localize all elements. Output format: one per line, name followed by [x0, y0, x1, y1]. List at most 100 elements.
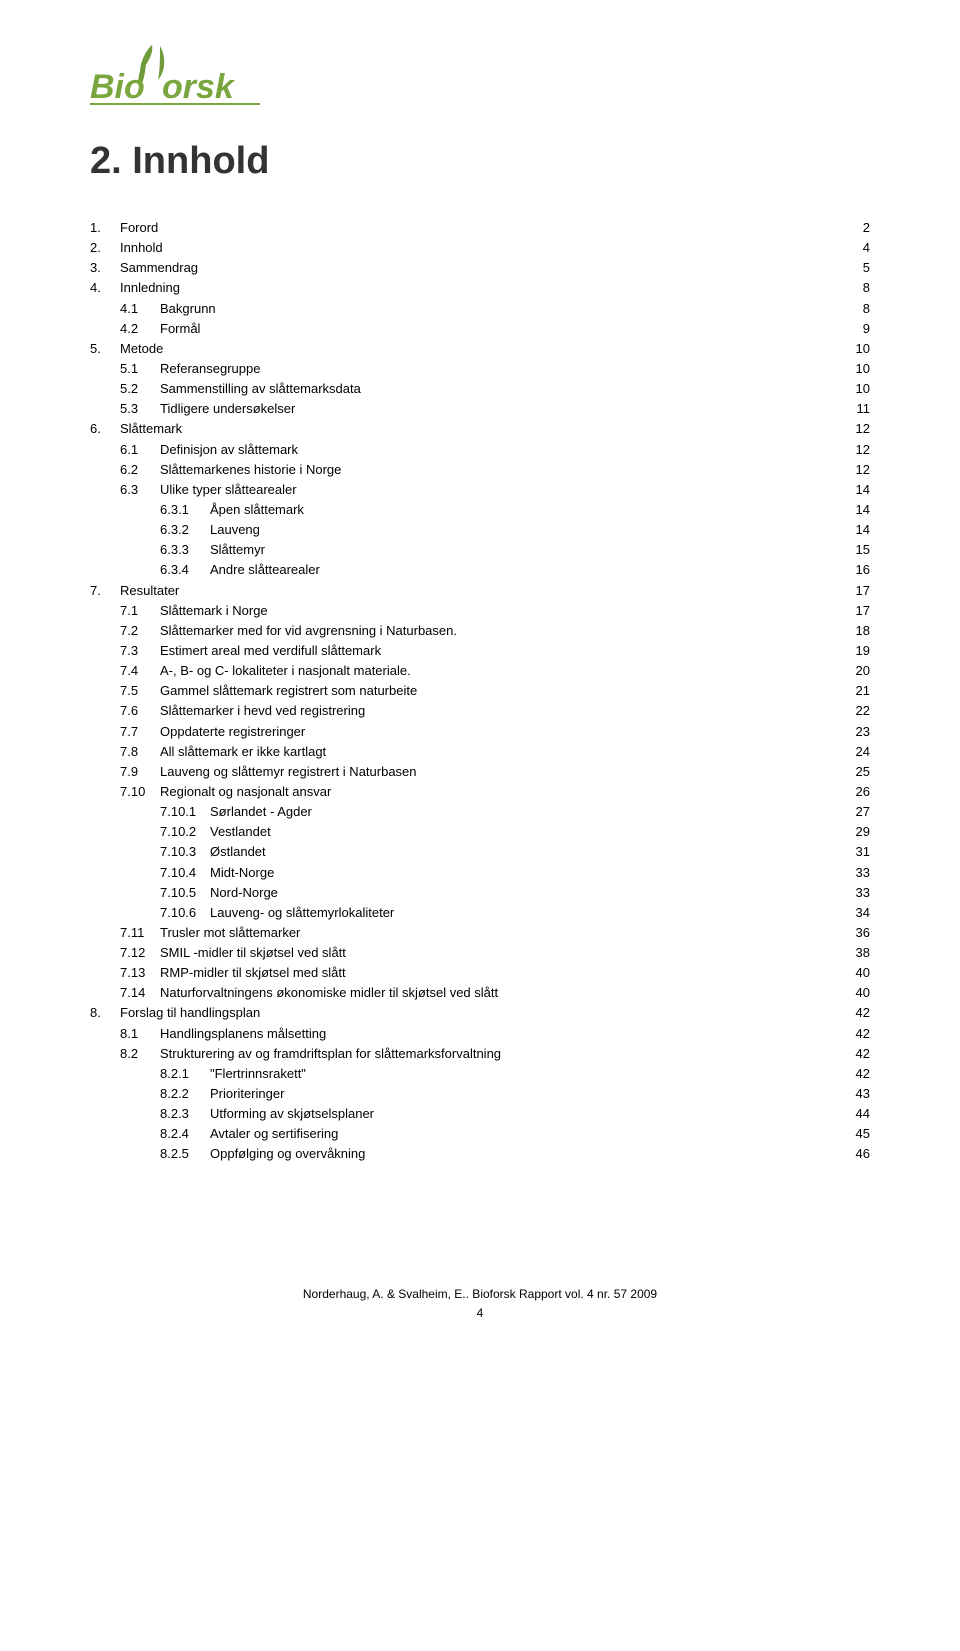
toc-row: 8.Forslag til handlingsplan42 — [90, 1003, 870, 1023]
logo: Bio orsk — [90, 40, 870, 110]
toc-row: 7.10.6Lauveng- og slåttemyrlokaliteter34 — [90, 903, 870, 923]
toc-page: 8 — [848, 278, 870, 298]
toc-row: 7.11Trusler mot slåttemarker36 — [90, 923, 870, 943]
toc-number: 8.1 — [120, 1024, 160, 1044]
toc-page: 22 — [848, 701, 870, 721]
toc-number: 3. — [90, 258, 120, 278]
toc-label: Østlandet — [210, 842, 266, 862]
toc-row: 7.6Slåttemarker i hevd ved registrering2… — [90, 701, 870, 721]
toc-label: Regionalt og nasjonalt ansvar — [160, 782, 331, 802]
toc-page: 12 — [848, 419, 870, 439]
toc-page: 23 — [848, 722, 870, 742]
toc-label: Referansegruppe — [160, 359, 260, 379]
toc-number: 8.2.3 — [160, 1104, 210, 1124]
toc-page: 24 — [848, 742, 870, 762]
toc-label: Tidligere undersøkelser — [160, 399, 295, 419]
toc-page: 10 — [848, 359, 870, 379]
toc-page: 42 — [848, 1003, 870, 1023]
toc-row: 7.10.2Vestlandet29 — [90, 822, 870, 842]
toc-label: Slåttemark — [120, 419, 182, 439]
toc-number: 5.1 — [120, 359, 160, 379]
toc-page: 10 — [848, 379, 870, 399]
toc-page: 10 — [848, 339, 870, 359]
toc-label: Prioriteringer — [210, 1084, 284, 1104]
toc-number: 6.2 — [120, 460, 160, 480]
toc-label: RMP-midler til skjøtsel med slått — [160, 963, 346, 983]
toc-row: 6.3Ulike typer slåttearealer14 — [90, 480, 870, 500]
toc-page: 31 — [848, 842, 870, 862]
toc-number: 7.10 — [120, 782, 160, 802]
toc-page: 12 — [848, 460, 870, 480]
toc-page: 17 — [848, 581, 870, 601]
toc-row: 7.13RMP-midler til skjøtsel med slått40 — [90, 963, 870, 983]
toc-label: Naturforvaltningens økonomiske midler ti… — [160, 983, 498, 1003]
toc-number: 8.2.5 — [160, 1144, 210, 1164]
toc-label: Definisjon av slåttemark — [160, 440, 298, 460]
toc-row: 7.10.4Midt-Norge33 — [90, 863, 870, 883]
toc-label: A-, B- og C- lokaliteter i nasjonalt mat… — [160, 661, 411, 681]
toc-row: 6.3.4Andre slåttearealer 16 — [90, 560, 870, 580]
toc-page: 33 — [848, 883, 870, 903]
toc-row: 6.1Definisjon av slåttemark12 — [90, 440, 870, 460]
toc-page: 16 — [848, 560, 870, 580]
toc-page: 14 — [848, 500, 870, 520]
toc-number: 6.1 — [120, 440, 160, 460]
toc-number: 8.2.4 — [160, 1124, 210, 1144]
toc-page: 2 — [848, 218, 870, 238]
toc-page: 11 — [848, 399, 870, 419]
toc-row: 3.Sammendrag5 — [90, 258, 870, 278]
toc-row: 7.10.3Østlandet 31 — [90, 842, 870, 862]
toc-number: 7.13 — [120, 963, 160, 983]
toc-label: Utforming av skjøtselsplaner — [210, 1104, 374, 1124]
toc-label: Nord-Norge — [210, 883, 278, 903]
toc-page: 46 — [848, 1144, 870, 1164]
toc-number: 7.10.1 — [160, 802, 210, 822]
toc-page: 42 — [848, 1024, 870, 1044]
toc-row: 6.3.1Åpen slåttemark 14 — [90, 500, 870, 520]
toc-label: Slåttemark i Norge — [160, 601, 268, 621]
toc-label: Bakgrunn — [160, 299, 216, 319]
toc-number: 4.2 — [120, 319, 160, 339]
toc-row: 8.2.4Avtaler og sertifisering 45 — [90, 1124, 870, 1144]
toc-label: Forslag til handlingsplan — [120, 1003, 260, 1023]
toc-number: 6.3.4 — [160, 560, 210, 580]
toc-label: Andre slåttearealer — [210, 560, 320, 580]
toc-number: 6.3.1 — [160, 500, 210, 520]
toc-label: SMIL -midler til skjøtsel ved slått — [160, 943, 346, 963]
toc-page: 33 — [848, 863, 870, 883]
toc-label: Åpen slåttemark — [210, 500, 304, 520]
toc-row: 7.8All slåttemark er ikke kartlagt24 — [90, 742, 870, 762]
toc-number: 7.10.3 — [160, 842, 210, 862]
toc-number: 6.3.3 — [160, 540, 210, 560]
toc-page: 34 — [848, 903, 870, 923]
toc-page: 15 — [848, 540, 870, 560]
toc-number: 7.6 — [120, 701, 160, 721]
toc-number: 4. — [90, 278, 120, 298]
toc-label: Lauveng- og slåttemyrlokaliteter — [210, 903, 394, 923]
toc-row: 7.10.1Sørlandet - Agder27 — [90, 802, 870, 822]
toc-page: 45 — [848, 1124, 870, 1144]
toc-number: 7.5 — [120, 681, 160, 701]
toc-label: Oppfølging og overvåkning — [210, 1144, 365, 1164]
toc-row: 8.1Handlingsplanens målsetting42 — [90, 1024, 870, 1044]
toc-row: 6.3.2Lauveng14 — [90, 520, 870, 540]
toc-number: 7.1 — [120, 601, 160, 621]
toc-row: 5.1Referansegruppe 10 — [90, 359, 870, 379]
toc-page: 36 — [848, 923, 870, 943]
toc-number: 7.3 — [120, 641, 160, 661]
toc-number: 7.8 — [120, 742, 160, 762]
toc-number: 5. — [90, 339, 120, 359]
toc-page: 19 — [848, 641, 870, 661]
toc-label: Lauveng — [210, 520, 260, 540]
toc-number: 7.9 — [120, 762, 160, 782]
toc-number: 8.2 — [120, 1044, 160, 1064]
toc-row: 6.3.3Slåttemyr15 — [90, 540, 870, 560]
toc-number: 5.3 — [120, 399, 160, 419]
toc-page: 25 — [848, 762, 870, 782]
toc-page: 42 — [848, 1044, 870, 1064]
toc-row: 4.2Formål9 — [90, 319, 870, 339]
toc-label: Avtaler og sertifisering — [210, 1124, 338, 1144]
toc-row: 1.Forord2 — [90, 218, 870, 238]
toc-number: 6.3.2 — [160, 520, 210, 540]
toc-label: Sammendrag — [120, 258, 198, 278]
